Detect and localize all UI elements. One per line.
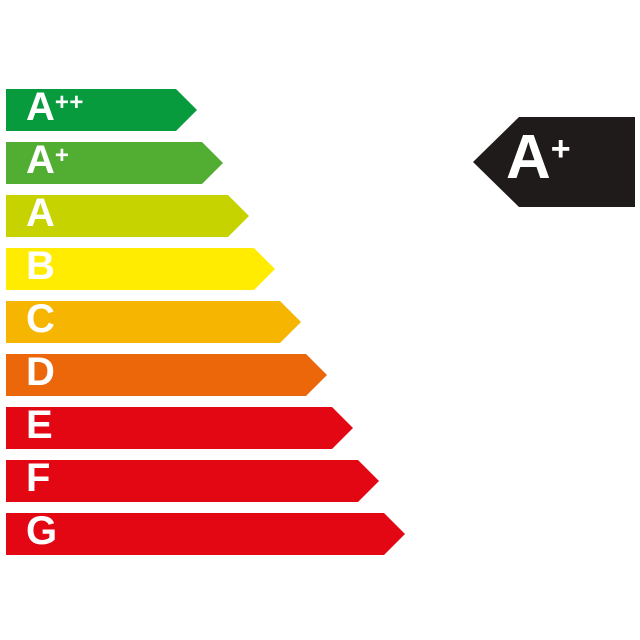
rating-bar: F <box>6 460 379 502</box>
rating-bar-label: D <box>26 350 55 394</box>
rating-bar: A <box>6 195 249 237</box>
rating-bar-label: B <box>26 244 55 288</box>
rating-bar: G <box>6 513 405 555</box>
rating-bar: C <box>6 301 301 343</box>
rating-bar-label: A <box>26 191 55 235</box>
rating-bar-label: E <box>26 403 53 447</box>
selected-rating-label: A+ <box>506 122 572 192</box>
rating-bar-label: A+ <box>26 138 70 182</box>
rating-bar: A+ <box>6 142 223 184</box>
rating-bar-label: C <box>26 297 55 341</box>
rating-bar: B <box>6 248 275 290</box>
rating-bar: A++ <box>6 89 197 131</box>
rating-bar: D <box>6 354 327 396</box>
rating-bar-label: F <box>26 456 51 500</box>
rating-bar-label: A++ <box>26 85 84 129</box>
rating-scale: A++ A+ A B C D E F G <box>6 89 426 555</box>
rating-bar: E <box>6 407 353 449</box>
selected-rating-arrow: A+ <box>473 117 635 207</box>
rating-bar-label: G <box>26 509 58 553</box>
